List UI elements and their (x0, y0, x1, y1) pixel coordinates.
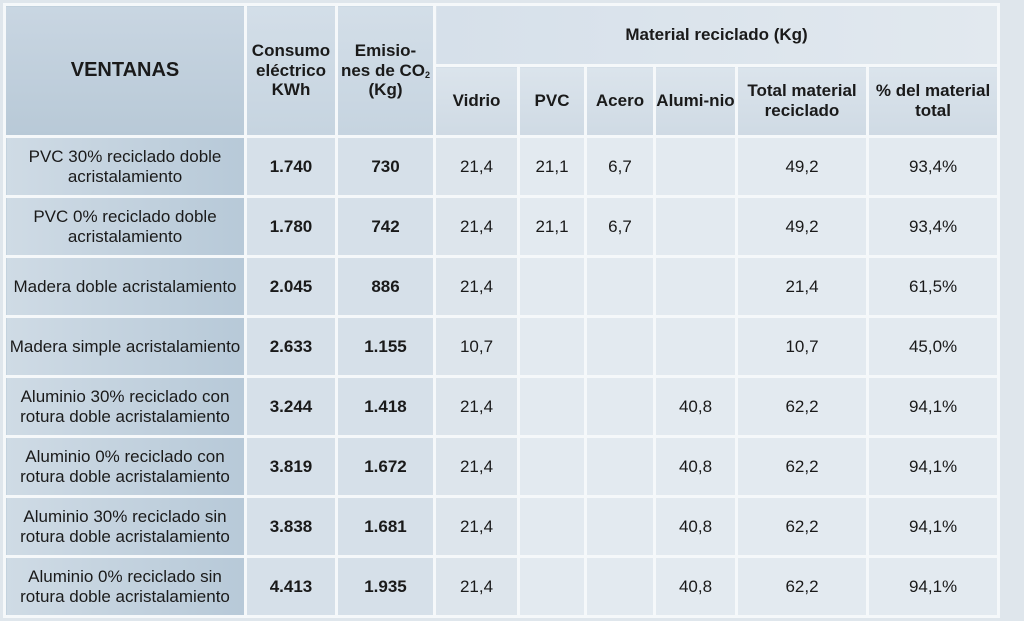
cell-name: Aluminio 0% reciclado con rotura doble a… (3, 435, 247, 498)
cell-emisiones: 886 (335, 255, 436, 318)
cell-emisiones: 730 (335, 135, 436, 198)
cell-aluminio: 40,8 (653, 435, 738, 498)
cell-porcentaje: 94,1% (865, 435, 1001, 498)
cell-consumo: 3.819 (244, 435, 338, 498)
cell-pvc: 21,1 (517, 135, 587, 198)
cell-name: PVC 0% reciclado doble acristalamiento (3, 195, 247, 258)
cell-name: Aluminio 30% reciclado con rotura doble … (3, 375, 247, 438)
cell-total: 62,2 (735, 555, 869, 618)
cell-pvc: 21,1 (517, 195, 587, 258)
table-body: PVC 30% reciclado doble acristalamiento 1… (3, 135, 1001, 618)
cell-porcentaje: 45,0% (865, 315, 1001, 378)
header-emisiones-line1: Emisio- (354, 41, 417, 61)
cell-vidrio: 21,4 (433, 195, 520, 258)
cell-vidrio: 21,4 (433, 255, 520, 318)
cell-porcentaje: 93,4% (865, 195, 1001, 258)
cell-vidrio: 21,4 (433, 135, 520, 198)
cell-emisiones: 1.418 (335, 375, 436, 438)
cell-total: 49,2 (735, 135, 869, 198)
cell-emisiones: 742 (335, 195, 436, 258)
cell-acero: 6,7 (584, 195, 656, 258)
cell-name: PVC 30% reciclado doble acristalamiento (3, 135, 247, 198)
cell-name: Madera doble acristalamiento (3, 255, 247, 318)
cell-consumo: 1.780 (244, 195, 338, 258)
cell-name: Aluminio 0% reciclado sin rotura doble a… (3, 555, 247, 618)
header-vidrio: Vidrio (433, 64, 520, 138)
cell-emisiones: 1.672 (335, 435, 436, 498)
header-aluminio: Alumi-nio (653, 64, 738, 138)
cell-acero (584, 435, 656, 498)
cell-total: 49,2 (735, 195, 869, 258)
table-row: Aluminio 30% reciclado sin rotura doble … (3, 495, 1001, 558)
cell-porcentaje: 94,1% (865, 555, 1001, 618)
cell-vidrio: 21,4 (433, 495, 520, 558)
table-row: Aluminio 0% reciclado con rotura doble a… (3, 435, 1001, 498)
table-row: Madera doble acristalamiento 2.045 886 21,4… (3, 255, 1001, 318)
cell-emisiones: 1.681 (335, 495, 436, 558)
cell-total: 10,7 (735, 315, 869, 378)
cell-porcentaje: 94,1% (865, 375, 1001, 438)
cell-total: 62,2 (735, 495, 869, 558)
table-row: PVC 30% reciclado doble acristalamiento 1… (3, 135, 1001, 198)
cell-total: 62,2 (735, 375, 869, 438)
cell-acero (584, 375, 656, 438)
cell-consumo: 2.633 (244, 315, 338, 378)
table-row: Aluminio 30% reciclado con rotura doble … (3, 375, 1001, 438)
cell-aluminio (653, 135, 738, 198)
table-row: Aluminio 0% reciclado sin rotura doble a… (3, 555, 1001, 618)
cell-acero (584, 315, 656, 378)
cell-acero (584, 555, 656, 618)
table-row: PVC 0% reciclado doble acristalamiento 1.… (3, 195, 1001, 258)
cell-pvc (517, 435, 587, 498)
window-comparison-table: VENTANAS Consumo eléctrico KWh Emisio- n… (3, 3, 1001, 618)
header-emisiones-line3: (Kg) (368, 80, 403, 100)
cell-porcentaje: 94,1% (865, 495, 1001, 558)
header-acero: Acero (584, 64, 656, 138)
table-row: Madera simple acristalamiento 2.633 1.155 1… (3, 315, 1001, 378)
cell-total: 21,4 (735, 255, 869, 318)
cell-vidrio: 21,4 (433, 435, 520, 498)
cell-vidrio: 21,4 (433, 555, 520, 618)
cell-pvc (517, 555, 587, 618)
cell-porcentaje: 61,5% (865, 255, 1001, 318)
header-pvc: PVC (517, 64, 587, 138)
cell-acero (584, 495, 656, 558)
cell-vidrio: 21,4 (433, 375, 520, 438)
cell-consumo: 4.413 (244, 555, 338, 618)
header-material-reciclado: Material reciclado (Kg) (432, 3, 1001, 67)
cell-name: Madera simple acristalamiento (3, 315, 247, 378)
header-consumo: Consumo eléctrico KWh (244, 3, 338, 138)
cell-pvc (517, 495, 587, 558)
cell-aluminio (653, 315, 738, 378)
header-porcentaje: % del material total (865, 64, 1001, 138)
cell-porcentaje: 93,4% (865, 135, 1001, 198)
cell-consumo: 2.045 (244, 255, 338, 318)
cell-acero: 6,7 (584, 135, 656, 198)
cell-consumo: 3.244 (244, 375, 338, 438)
cell-aluminio (653, 255, 738, 318)
cell-pvc (517, 315, 587, 378)
cell-acero (584, 255, 656, 318)
cell-aluminio: 40,8 (653, 495, 738, 558)
cell-pvc (517, 375, 587, 438)
cell-aluminio: 40,8 (653, 555, 738, 618)
header-emisiones-subscript: 2 (425, 69, 431, 80)
cell-total: 62,2 (735, 435, 869, 498)
cell-pvc (517, 255, 587, 318)
cell-name: Aluminio 30% reciclado sin rotura doble … (3, 495, 247, 558)
cell-emisiones: 1.155 (335, 315, 436, 378)
cell-consumo: 3.838 (244, 495, 338, 558)
cell-aluminio: 40,8 (653, 375, 738, 438)
cell-emisiones: 1.935 (335, 555, 436, 618)
header-ventanas: VENTANAS (3, 3, 247, 138)
cell-aluminio (653, 195, 738, 258)
cell-consumo: 1.740 (244, 135, 338, 198)
header-emisiones-line2: nes de CO (340, 60, 426, 80)
header-emisiones: Emisio- nes de CO2 (Kg) (335, 3, 436, 138)
data-table-frame: VENTANAS Consumo eléctrico KWh Emisio- n… (3, 3, 1001, 618)
cell-vidrio: 10,7 (433, 315, 520, 378)
header-total: Total material reciclado (735, 64, 869, 138)
